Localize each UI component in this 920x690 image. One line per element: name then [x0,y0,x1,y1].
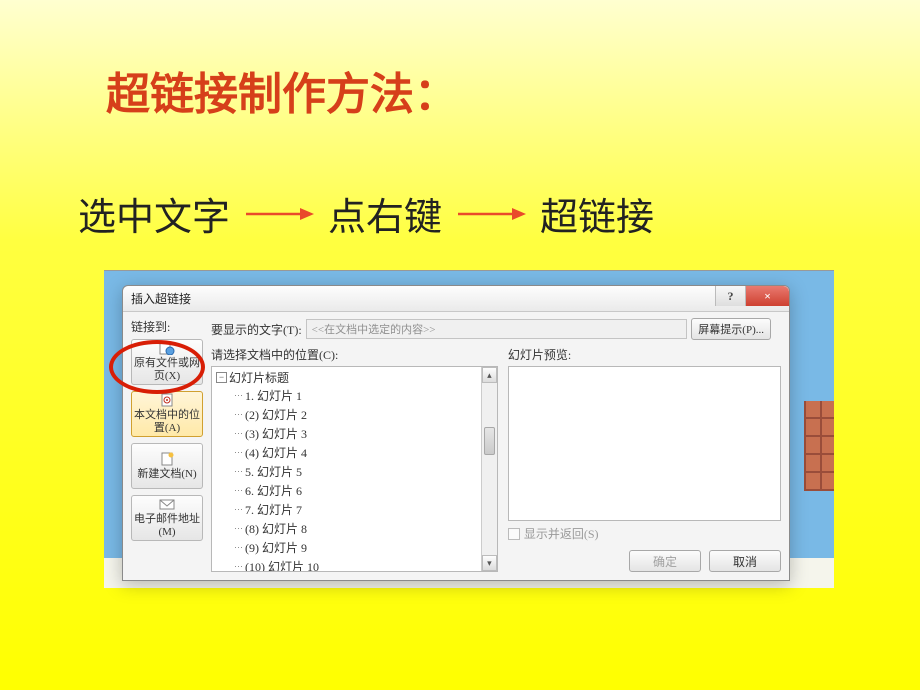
nav-label: 本文档中的位置(A) [132,409,202,434]
tree-item[interactable]: ⋯(3) 幻灯片 3 [234,424,493,443]
scroll-up-icon[interactable]: ▴ [482,367,497,383]
step-2-text: 点右键 [328,186,442,241]
tree-item-label: (2) 幻灯片 2 [245,406,307,423]
tree-root-label: 幻灯片标题 [229,369,289,386]
tree-branch-icon: ⋯ [234,561,242,572]
show-return-checkbox[interactable] [508,528,520,540]
tree-branch-icon: ⋯ [234,542,242,553]
new-doc-icon [159,452,175,466]
tree-item-label: 1. 幻灯片 1 [245,387,302,404]
scroll-down-icon[interactable]: ▾ [482,555,497,571]
screentip-button[interactable]: 屏幕提示(P)... [691,318,771,340]
tree-branch-icon: ⋯ [234,409,242,420]
steps-row: 选中文字 点右键 超链接 [78,186,654,241]
tree-item[interactable]: ⋯1. 幻灯片 1 [234,386,493,405]
ok-button[interactable]: 确定 [629,550,701,572]
link-to-column: 链接到: 原有文件或网页(X) 本文档中的位置(A) [131,318,205,572]
tree-branch-icon: ⋯ [234,390,242,401]
nav-this-document[interactable]: 本文档中的位置(A) [131,391,203,437]
tree-item[interactable]: ⋯(9) 幻灯片 9 [234,538,493,557]
location-label: 请选择文档中的位置(C): [211,346,498,363]
nav-label: 电子邮件地址(M) [132,513,202,538]
globe-page-icon [159,341,175,355]
cancel-button[interactable]: 取消 [709,550,781,572]
tree-item-label: 7. 幻灯片 7 [245,501,302,518]
tree-item-label: (10) 幻灯片 10 [245,558,319,572]
display-text-value: <<在文档中选定的内容>> [312,321,436,337]
arrow-icon [244,204,314,224]
help-button[interactable]: ? [715,286,745,306]
scrollbar[interactable]: ▴ ▾ [481,367,497,571]
tree-item[interactable]: ⋯(4) 幻灯片 4 [234,443,493,462]
tree-branch-icon: ⋯ [234,466,242,477]
tree-item[interactable]: ⋯7. 幻灯片 7 [234,500,493,519]
tree-item[interactable]: ⋯(8) 幻灯片 8 [234,519,493,538]
tree-item-label: (3) 幻灯片 3 [245,425,307,442]
email-icon [159,497,175,511]
tree-branch-icon: ⋯ [234,447,242,458]
nav-label: 原有文件或网页(X) [132,357,202,382]
display-text-label: 要显示的文字(T): [211,321,302,338]
close-button[interactable]: × [745,286,789,306]
tree-collapse-icon[interactable]: − [216,372,227,383]
tree-item[interactable]: ⋯6. 幻灯片 6 [234,481,493,500]
tree-branch-icon: ⋯ [234,428,242,439]
embedded-screenshot: 插入超链接 ? × 链接到: 原有文件或网页(X) [104,270,834,588]
dialog-title: 插入超链接 [131,290,191,307]
display-text-input[interactable]: <<在文档中选定的内容>> [306,319,688,339]
preview-label: 幻灯片预览: [508,346,781,363]
tree-item[interactable]: ⋯(2) 幻灯片 2 [234,405,493,424]
step-1-text: 选中文字 [78,186,230,241]
nav-new-document[interactable]: 新建文档(N) [131,443,203,489]
slide-preview-panel [508,366,781,521]
scroll-thumb[interactable] [484,427,495,455]
link-to-label: 链接到: [131,318,205,335]
dialog-titlebar[interactable]: 插入超链接 ? × [123,286,789,312]
arrow-icon [456,204,526,224]
nav-existing-file[interactable]: 原有文件或网页(X) [131,339,203,385]
tree-item-label: (8) 幻灯片 8 [245,520,307,537]
nav-email[interactable]: 电子邮件地址(M) [131,495,203,541]
document-target-icon [159,393,175,407]
insert-hyperlink-dialog: 插入超链接 ? × 链接到: 原有文件或网页(X) [122,285,790,581]
tree-item[interactable]: ⋯5. 幻灯片 5 [234,462,493,481]
tree-item[interactable]: ⋯(10) 幻灯片 10 [234,557,493,572]
tree-branch-icon: ⋯ [234,485,242,496]
nav-label: 新建文档(N) [137,468,196,481]
tree-item-label: (9) 幻灯片 9 [245,539,307,556]
tree-branch-icon: ⋯ [234,523,242,534]
slide-title: 超链接制作方法： [106,58,458,122]
tree-branch-icon: ⋯ [234,504,242,515]
tree-item-label: 5. 幻灯片 5 [245,463,302,480]
show-return-label: 显示并返回(S) [524,525,599,542]
bg-brick-decoration [804,401,834,491]
step-3-text: 超链接 [540,186,654,241]
location-tree-panel[interactable]: − 幻灯片标题 ⋯1. 幻灯片 1⋯(2) 幻灯片 2⋯(3) 幻灯片 3⋯(4… [211,366,498,572]
tree-item-label: (4) 幻灯片 4 [245,444,307,461]
tree-item-label: 6. 幻灯片 6 [245,482,302,499]
